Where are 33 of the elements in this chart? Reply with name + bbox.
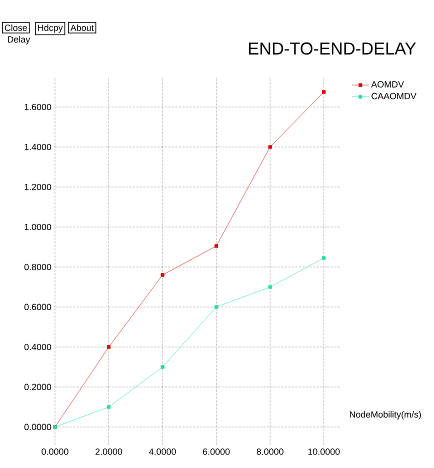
chart-title: END-TO-END-DELAY bbox=[249, 42, 416, 55]
y-tick-label: 0.8000 bbox=[24, 264, 52, 270]
y-tick-label: 1.6000 bbox=[24, 104, 52, 110]
x-tick-label: 10.0000 bbox=[308, 448, 340, 455]
y-tick-label: 1.0000 bbox=[24, 224, 52, 230]
point bbox=[214, 244, 218, 248]
y-tick-label: 0.4000 bbox=[24, 344, 52, 350]
text: Hdcpy bbox=[38, 24, 63, 33]
legend-label: CAAOMDV bbox=[372, 92, 416, 100]
y-tick-label: 1.4000 bbox=[24, 144, 52, 150]
x-axis-title: NodeMobility(m/s) bbox=[350, 411, 421, 420]
point bbox=[106, 405, 111, 409]
point bbox=[160, 365, 164, 369]
y-tick-label: 0.2000 bbox=[24, 384, 52, 390]
x-tick-label: 6.0000 bbox=[203, 448, 230, 455]
x-tick-label: 2.0000 bbox=[96, 448, 122, 455]
y-tick-label: 1.2000 bbox=[24, 184, 52, 190]
point bbox=[160, 273, 164, 277]
text: About bbox=[70, 24, 94, 31]
point bbox=[322, 90, 326, 94]
x-tick-label: 0.0000 bbox=[42, 448, 68, 455]
y-tick-label: 0.6000 bbox=[24, 304, 52, 310]
point bbox=[106, 345, 111, 349]
x-tick-label: 8.0000 bbox=[256, 448, 284, 455]
y-axis-title: Delay bbox=[8, 36, 30, 44]
point bbox=[268, 145, 272, 149]
point bbox=[268, 285, 272, 289]
legend-label: AOMDV bbox=[371, 81, 404, 88]
point bbox=[214, 305, 218, 309]
x-tick-label: 4.0000 bbox=[149, 448, 176, 455]
point bbox=[322, 256, 326, 260]
y-tick-label: 0.0000 bbox=[24, 424, 52, 430]
text: Close bbox=[4, 24, 27, 31]
